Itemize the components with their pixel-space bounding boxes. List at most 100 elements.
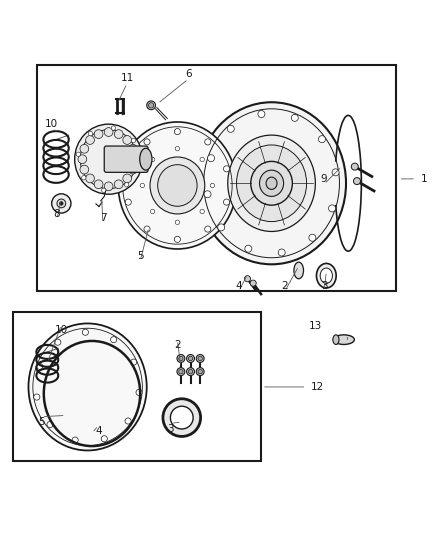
Circle shape bbox=[150, 209, 155, 214]
Ellipse shape bbox=[259, 170, 284, 197]
Circle shape bbox=[244, 276, 251, 282]
Text: 1: 1 bbox=[420, 174, 427, 184]
Circle shape bbox=[245, 245, 252, 252]
Text: 10: 10 bbox=[55, 325, 68, 335]
Ellipse shape bbox=[333, 335, 354, 344]
Circle shape bbox=[148, 103, 154, 108]
Circle shape bbox=[125, 166, 131, 172]
Circle shape bbox=[210, 183, 215, 188]
Circle shape bbox=[140, 183, 145, 188]
Circle shape bbox=[147, 101, 155, 110]
Circle shape bbox=[170, 406, 193, 429]
Circle shape bbox=[94, 180, 103, 189]
Circle shape bbox=[88, 132, 93, 136]
Text: 2: 2 bbox=[174, 341, 181, 350]
Circle shape bbox=[218, 224, 225, 231]
Text: 4: 4 bbox=[235, 281, 242, 291]
Circle shape bbox=[205, 226, 211, 232]
Circle shape bbox=[76, 152, 81, 157]
Circle shape bbox=[200, 157, 205, 161]
Bar bbox=[13, 312, 261, 462]
Circle shape bbox=[131, 155, 139, 164]
Text: 10: 10 bbox=[45, 119, 58, 129]
Circle shape bbox=[200, 209, 205, 214]
Ellipse shape bbox=[333, 335, 339, 344]
Text: 3: 3 bbox=[321, 281, 328, 291]
Circle shape bbox=[125, 199, 131, 205]
Circle shape bbox=[204, 191, 211, 198]
Circle shape bbox=[223, 166, 230, 172]
Text: 7: 7 bbox=[99, 213, 106, 223]
Circle shape bbox=[123, 174, 131, 183]
Bar bbox=[37, 65, 396, 290]
Circle shape bbox=[196, 368, 204, 376]
Ellipse shape bbox=[150, 157, 205, 214]
Circle shape bbox=[196, 354, 204, 362]
Circle shape bbox=[175, 147, 180, 151]
Circle shape bbox=[309, 234, 316, 241]
Ellipse shape bbox=[140, 148, 152, 170]
Circle shape bbox=[52, 194, 71, 213]
Circle shape bbox=[187, 368, 194, 376]
Circle shape bbox=[175, 220, 180, 224]
Circle shape bbox=[114, 130, 123, 139]
Circle shape bbox=[57, 199, 66, 208]
Circle shape bbox=[131, 359, 137, 365]
Circle shape bbox=[205, 139, 211, 145]
Circle shape bbox=[82, 329, 88, 335]
Circle shape bbox=[198, 369, 202, 374]
Circle shape bbox=[328, 205, 336, 212]
Circle shape bbox=[351, 163, 358, 170]
Circle shape bbox=[86, 174, 95, 183]
Text: 3: 3 bbox=[167, 424, 174, 433]
Ellipse shape bbox=[74, 124, 142, 194]
Circle shape bbox=[150, 157, 155, 161]
Circle shape bbox=[86, 135, 95, 144]
Circle shape bbox=[223, 199, 230, 205]
Ellipse shape bbox=[118, 122, 237, 249]
Circle shape bbox=[318, 136, 325, 143]
Circle shape bbox=[353, 177, 360, 184]
Ellipse shape bbox=[294, 262, 304, 279]
Text: 8: 8 bbox=[53, 209, 60, 219]
Text: 5: 5 bbox=[38, 417, 45, 427]
Circle shape bbox=[102, 188, 106, 192]
Circle shape bbox=[174, 236, 180, 243]
Circle shape bbox=[177, 354, 185, 362]
Ellipse shape bbox=[197, 102, 346, 264]
Circle shape bbox=[101, 435, 107, 442]
Text: 11: 11 bbox=[120, 73, 134, 83]
Circle shape bbox=[131, 139, 136, 143]
Circle shape bbox=[208, 155, 215, 161]
Circle shape bbox=[123, 135, 131, 144]
FancyBboxPatch shape bbox=[104, 146, 148, 172]
Circle shape bbox=[124, 182, 129, 187]
Circle shape bbox=[80, 144, 89, 153]
Circle shape bbox=[188, 369, 193, 374]
Ellipse shape bbox=[316, 263, 336, 288]
Circle shape bbox=[250, 280, 256, 286]
Circle shape bbox=[34, 394, 40, 400]
Ellipse shape bbox=[251, 161, 293, 205]
Circle shape bbox=[125, 418, 131, 424]
Circle shape bbox=[144, 226, 150, 232]
Circle shape bbox=[174, 128, 180, 135]
Text: 12: 12 bbox=[311, 382, 324, 392]
Circle shape bbox=[163, 399, 201, 437]
Text: 4: 4 bbox=[95, 426, 102, 436]
Circle shape bbox=[128, 144, 137, 153]
Circle shape bbox=[278, 249, 285, 256]
Circle shape bbox=[198, 356, 202, 361]
Circle shape bbox=[227, 125, 234, 132]
Ellipse shape bbox=[237, 145, 307, 222]
Ellipse shape bbox=[28, 324, 147, 450]
Circle shape bbox=[81, 175, 86, 180]
Ellipse shape bbox=[320, 268, 332, 284]
Circle shape bbox=[136, 389, 142, 395]
Circle shape bbox=[144, 139, 150, 145]
Circle shape bbox=[104, 128, 113, 136]
Ellipse shape bbox=[266, 177, 277, 189]
Circle shape bbox=[47, 422, 53, 427]
Circle shape bbox=[177, 368, 185, 376]
Circle shape bbox=[72, 437, 78, 443]
